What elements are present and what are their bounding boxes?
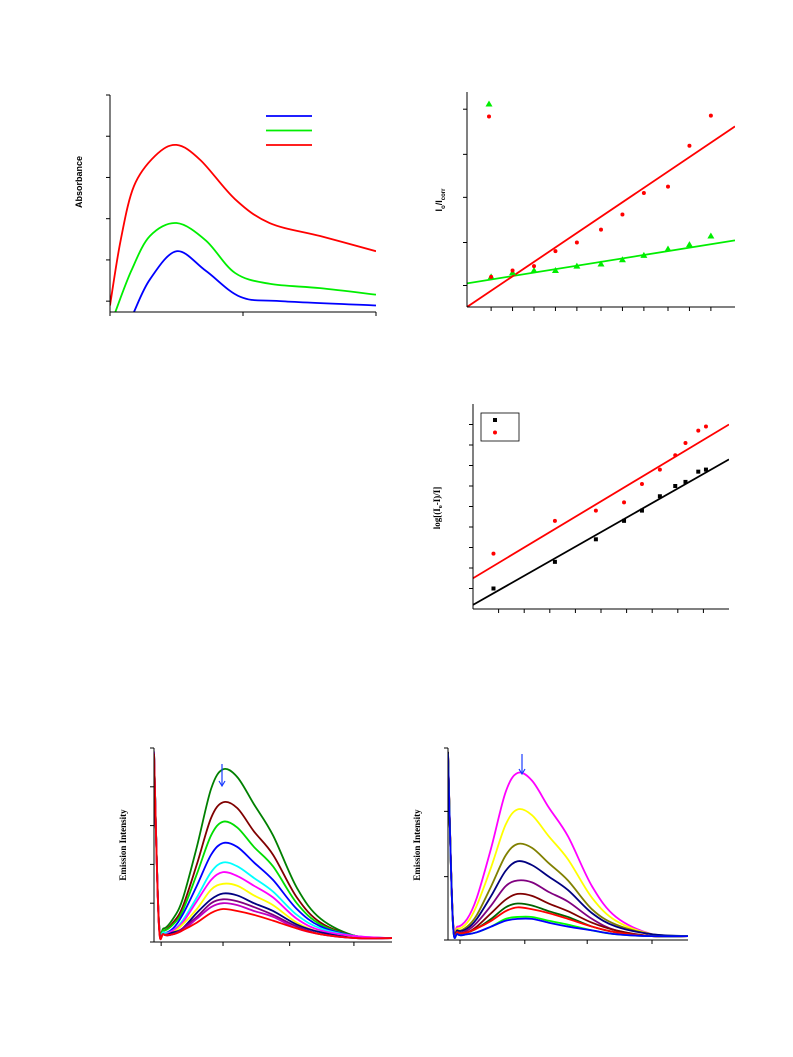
series-line (154, 751, 392, 940)
marker (552, 518, 557, 523)
y-axis-label: log[(Io-I)/I] (432, 487, 444, 530)
series-line (133, 250, 376, 312)
fit-line (473, 458, 729, 606)
marker (532, 264, 536, 269)
marker (708, 113, 713, 118)
marker (485, 100, 493, 107)
marker (574, 240, 579, 245)
marker (593, 537, 598, 542)
label-part: log[(I (432, 508, 442, 529)
marker (530, 266, 538, 273)
marker (696, 469, 701, 474)
label-part: /I (434, 200, 444, 205)
marker (618, 256, 626, 263)
marker (491, 586, 496, 591)
marker (510, 268, 515, 273)
label-part: Absorbance (74, 156, 84, 208)
marker (553, 249, 558, 254)
marker (673, 484, 678, 488)
marker (683, 479, 688, 484)
y-axis-label: Emission Intensity (118, 809, 128, 881)
series-line (448, 751, 688, 938)
plot (448, 751, 688, 939)
label-part: -I)/I] (432, 487, 442, 506)
series-line (448, 753, 688, 939)
series-line (110, 143, 376, 306)
plot (467, 125, 735, 307)
marker (491, 551, 496, 556)
marker (673, 453, 678, 458)
plot (473, 423, 729, 606)
label-part: o (441, 205, 447, 209)
marker (487, 114, 491, 119)
marker (703, 424, 708, 429)
marker (707, 232, 715, 239)
marker (639, 481, 644, 486)
marker (666, 184, 670, 189)
series-line (114, 222, 376, 312)
legend-box (480, 412, 520, 442)
label-part: Emission Intensity (118, 809, 128, 881)
marker (493, 430, 497, 435)
marker (639, 508, 644, 513)
marker (640, 251, 648, 258)
arrow-head (218, 780, 226, 788)
marker (696, 428, 701, 433)
y-axis-label: Io/Icorr (434, 188, 446, 212)
marker (551, 266, 559, 273)
series-line (154, 751, 392, 940)
label-part: I (434, 209, 444, 212)
marker (599, 227, 603, 232)
marker (489, 274, 494, 279)
plot (110, 143, 376, 312)
marker (657, 494, 662, 499)
plot (154, 751, 392, 940)
series-line (448, 753, 688, 938)
marker (685, 241, 693, 248)
y-axis-label: Absorbance (74, 156, 84, 208)
marker (703, 467, 708, 472)
marker (683, 440, 688, 445)
label-part: corr (441, 188, 447, 200)
series-line (448, 753, 688, 938)
marker (573, 262, 581, 269)
marker (664, 245, 672, 252)
marker (620, 212, 625, 217)
marker (641, 191, 646, 196)
series-line (448, 751, 688, 938)
label-part: o (438, 505, 444, 508)
marker (593, 508, 598, 513)
series-line (448, 751, 688, 938)
marker (597, 260, 605, 267)
series-line (154, 751, 392, 940)
marker (622, 500, 627, 505)
y-axis-label: Emission Intensity (412, 809, 422, 881)
marker (493, 418, 497, 422)
marker (552, 559, 557, 564)
fit-line (473, 423, 729, 580)
series-line (154, 753, 392, 940)
fit-line (467, 125, 735, 307)
label-part: Emission Intensity (412, 809, 422, 881)
marker (657, 467, 662, 472)
marker (622, 518, 627, 523)
marker (687, 143, 692, 148)
arrow-head (518, 768, 526, 776)
